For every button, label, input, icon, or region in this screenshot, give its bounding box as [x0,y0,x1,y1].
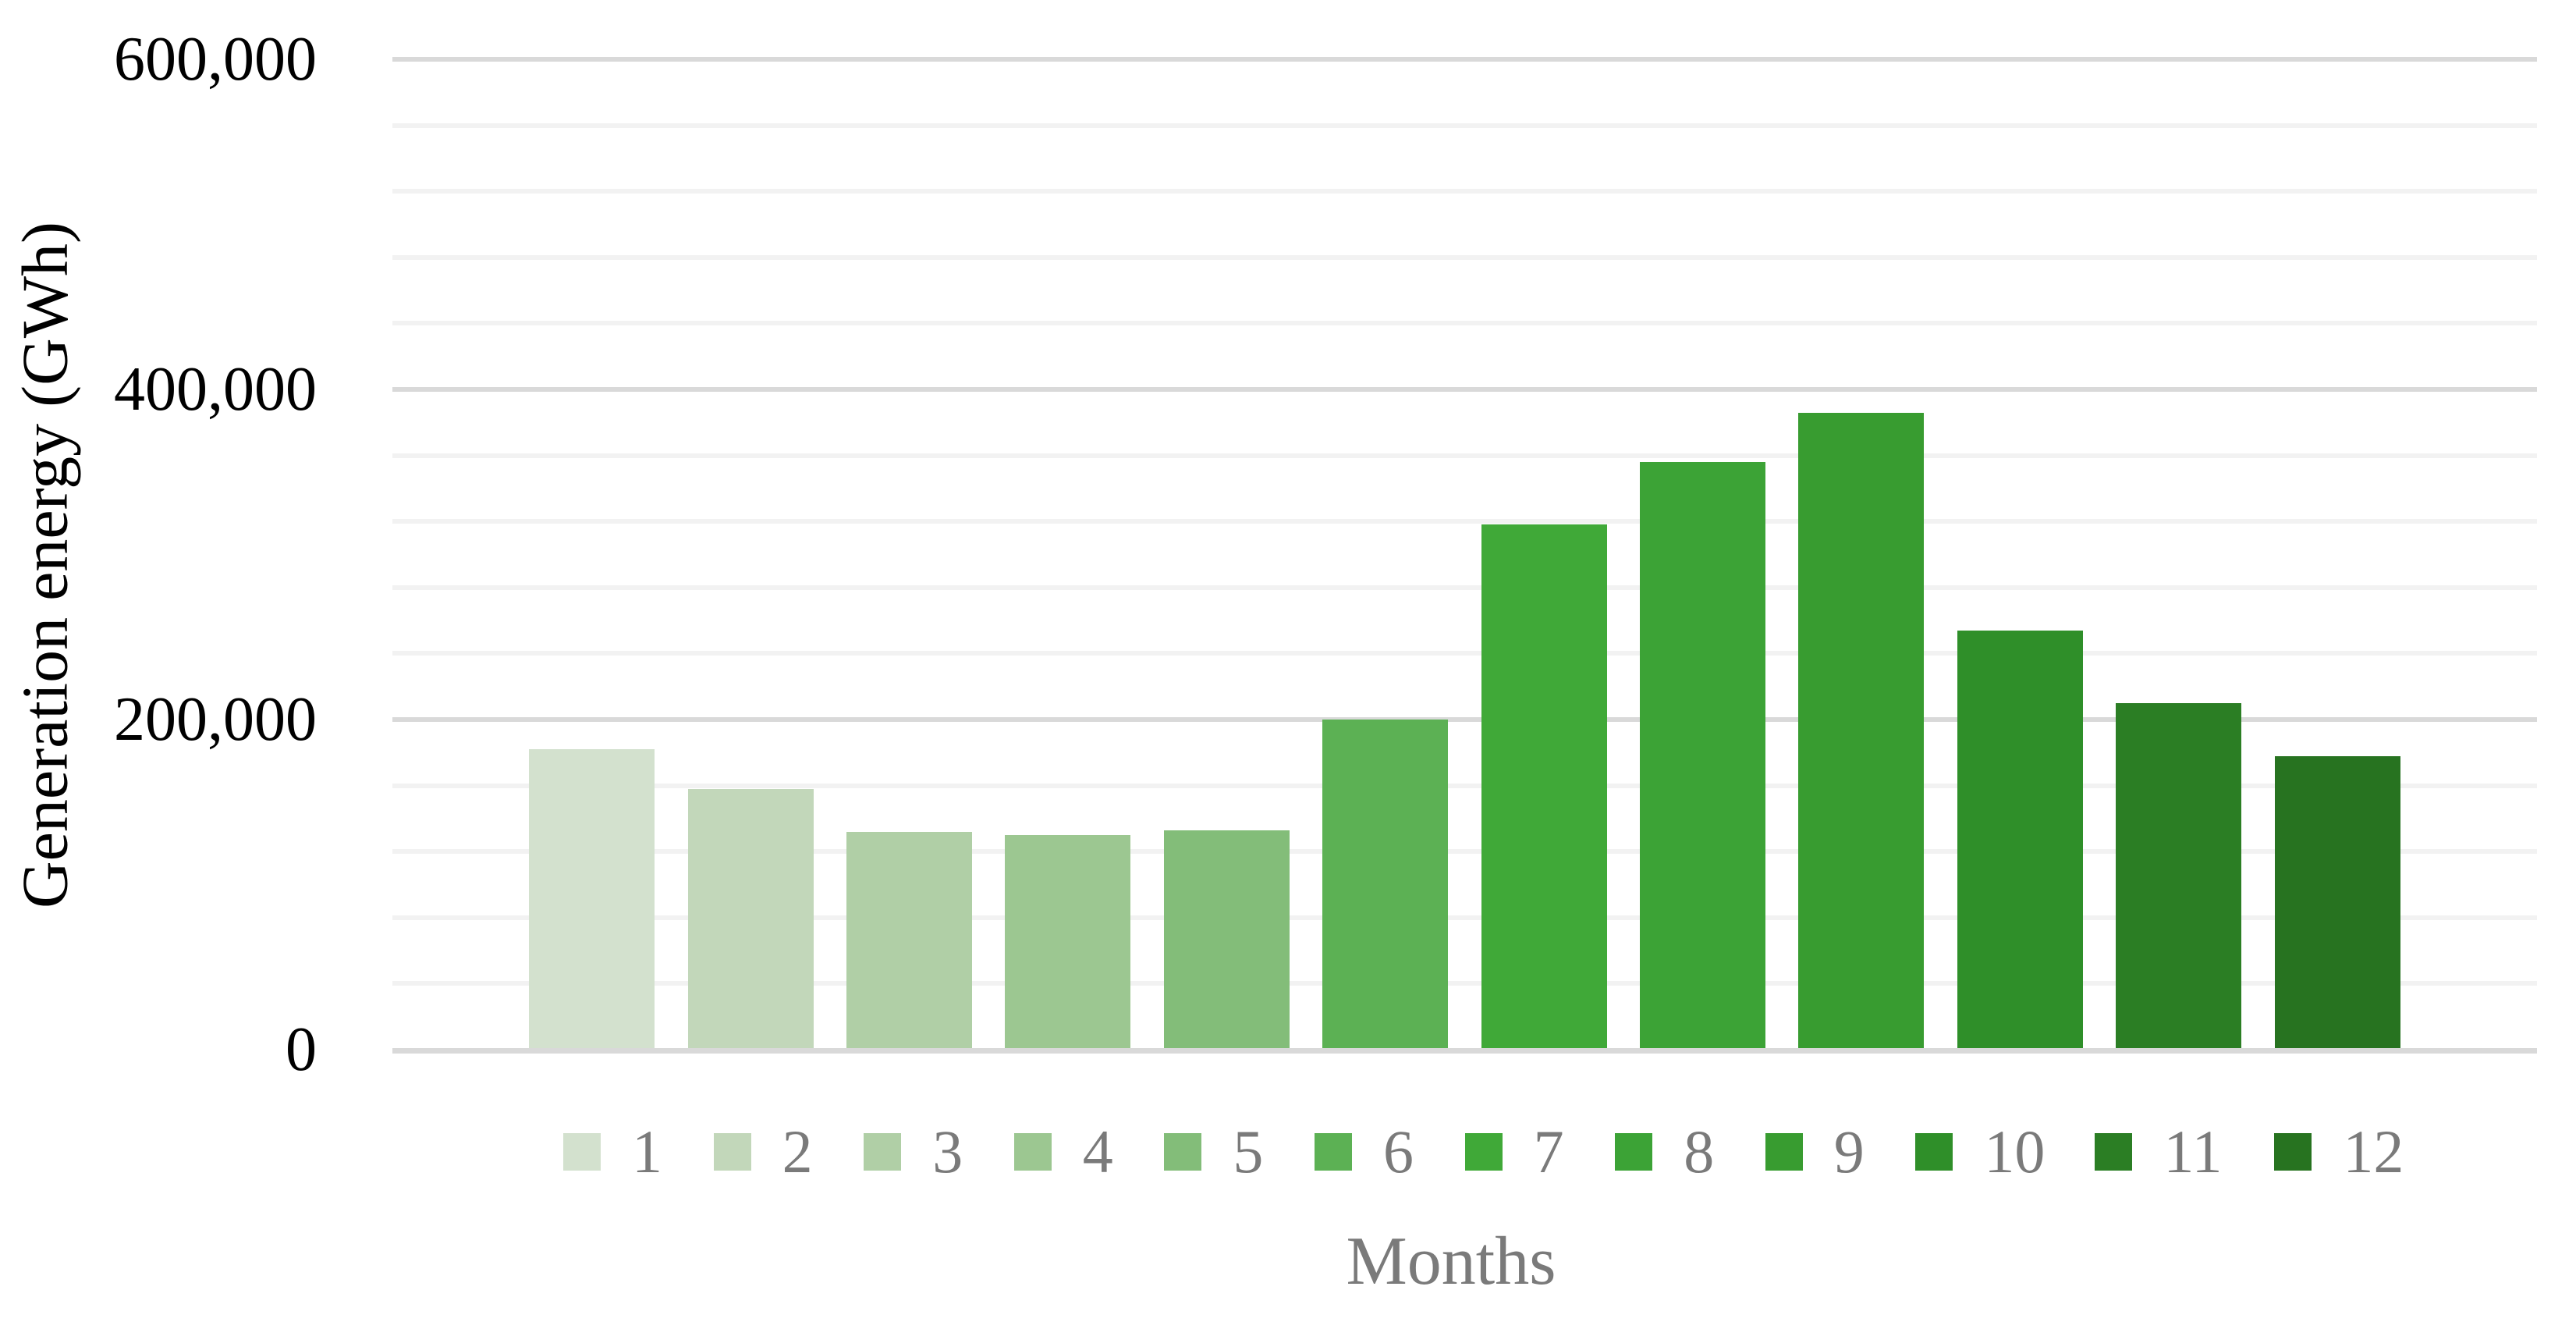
bar-month-1 [529,749,655,1048]
y-tick-label: 200,000 [114,685,317,754]
bar-month-8 [1640,462,1765,1048]
legend-swatch-icon [1464,1133,1503,1171]
bar-month-11 [2116,702,2242,1048]
legend-swatch-icon [1315,1133,1352,1171]
x-axis-line [392,1048,2537,1054]
bar-month-2 [687,788,814,1048]
legend-item-5: 5 [1164,1118,1264,1185]
legend-item-4: 4 [1013,1118,1113,1185]
gridline-minor [392,254,2537,260]
legend-label: 7 [1533,1118,1564,1185]
legend-swatch-icon [864,1133,902,1171]
legend-swatch-icon [1615,1133,1653,1171]
bar-month-7 [1481,524,1607,1048]
legend-item-6: 6 [1315,1118,1414,1185]
legend-swatch-icon [713,1133,751,1171]
legend-label: 3 [932,1118,963,1185]
gridline-minor [392,915,2537,920]
bar-month-9 [1798,412,1925,1048]
y-axis-title: Generation energy (GWh) [9,221,82,909]
bar-month-5 [1163,830,1290,1048]
gridline-minor [392,783,2537,788]
gridline-major [392,57,2537,62]
legend-label: 8 [1684,1118,1715,1185]
legend-label: 6 [1383,1118,1414,1185]
legend-swatch-icon [1915,1133,1953,1171]
legend-label: 1 [632,1118,662,1185]
gridline-minor [392,321,2537,326]
bar-month-10 [1957,630,2083,1048]
legend-swatch-icon [1164,1133,1202,1171]
legend-label: 4 [1082,1118,1113,1185]
gridline-minor [392,189,2537,194]
legend-item-11: 11 [2095,1118,2223,1185]
legend-item-2: 2 [713,1118,813,1185]
legend-item-9: 9 [1765,1118,1865,1185]
legend-label: 5 [1233,1118,1264,1185]
legend-label: 12 [2343,1118,2404,1185]
legend-label: 9 [1833,1118,1865,1185]
gridline-minor [392,849,2537,855]
y-tick-label: 400,000 [114,355,317,424]
legend-swatch-icon [1013,1133,1052,1171]
y-tick-label: 600,000 [114,25,317,94]
x-axis-title: Months [1346,1224,1556,1299]
gridline-minor [392,519,2537,524]
gridline-minor [392,981,2537,986]
legend-label: 10 [1984,1118,2046,1185]
y-tick-label: 0 [286,1015,317,1084]
gridline-minor [392,585,2537,590]
legend-swatch-icon [2274,1133,2312,1171]
bar-month-3 [846,831,972,1048]
legend-item-7: 7 [1464,1118,1564,1185]
bar-month-4 [1005,835,1131,1048]
gridline-minor [392,651,2537,656]
legend-swatch-icon [563,1133,601,1171]
legend-label: 11 [2163,1118,2223,1185]
legend-swatch-icon [1765,1133,1803,1171]
gridline-major [392,387,2537,392]
gridline-minor [392,453,2537,458]
gridline-minor [392,123,2537,128]
legend-item-1: 1 [563,1118,662,1185]
legend-item-10: 10 [1915,1118,2046,1185]
legend-item-12: 12 [2274,1118,2404,1185]
legend-swatch-icon [2095,1133,2133,1171]
legend-item-3: 3 [864,1118,963,1185]
legend-label: 2 [782,1118,813,1185]
legend-item-8: 8 [1615,1118,1715,1185]
gridline-major [392,717,2537,722]
bar-month-6 [1322,720,1449,1048]
bar-month-12 [2274,755,2400,1048]
